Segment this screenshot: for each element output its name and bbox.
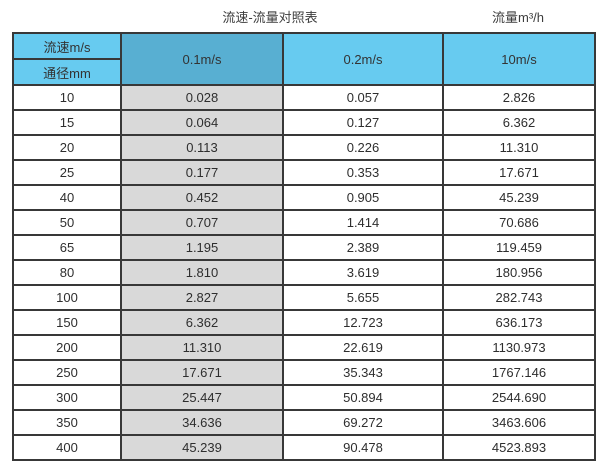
diameter-cell: 15: [12, 109, 122, 136]
flow-value-0.1ms-cell: 0.177: [120, 159, 284, 186]
flow-rate-table: 流速m/s 0.1m/s 0.2m/s 10m/s 通径mm 10 0.028 0.…: [12, 32, 596, 461]
flow-value-10ms-cell: 1130.973: [442, 334, 596, 361]
flow-value-0.1ms-cell: 0.113: [120, 134, 284, 161]
flow-value-0.2ms-cell: 12.723: [282, 309, 444, 336]
table-row: 300 25.447 50.894 2544.690: [12, 384, 596, 411]
flow-value-0.1ms-cell: 25.447: [120, 384, 284, 411]
diameter-cell: 200: [12, 334, 122, 361]
flow-value-10ms-cell: 180.956: [442, 259, 596, 286]
flow-value-0.2ms-cell: 0.905: [282, 184, 444, 211]
flow-value-0.2ms-cell: 1.414: [282, 209, 444, 236]
flow-value-0.1ms-cell: 0.064: [120, 109, 284, 136]
flow-value-0.1ms-cell: 17.671: [120, 359, 284, 386]
diameter-cell: 25: [12, 159, 122, 186]
diameter-cell: 80: [12, 259, 122, 286]
flow-value-10ms-cell: 1767.146: [442, 359, 596, 386]
velocity-header-0.1ms: 0.1m/s: [120, 32, 284, 86]
diameter-cell: 400: [12, 434, 122, 461]
table-row: 40 0.452 0.905 45.239: [12, 184, 596, 211]
flow-value-10ms-cell: 119.459: [442, 234, 596, 261]
flow-value-10ms-cell: 45.239: [442, 184, 596, 211]
flow-value-0.1ms-cell: 45.239: [120, 434, 284, 461]
velocity-header-0.2ms: 0.2m/s: [282, 32, 444, 86]
flow-value-0.2ms-cell: 2.389: [282, 234, 444, 261]
flow-value-10ms-cell: 70.686: [442, 209, 596, 236]
flow-value-0.1ms-cell: 0.028: [120, 84, 284, 111]
flow-value-0.2ms-cell: 0.057: [282, 84, 444, 111]
flow-value-0.1ms-cell: 6.362: [120, 309, 284, 336]
flow-value-0.2ms-cell: 5.655: [282, 284, 444, 311]
table-row: 25 0.177 0.353 17.671: [12, 159, 596, 186]
flow-value-0.1ms-cell: 11.310: [120, 334, 284, 361]
table-row: 65 1.195 2.389 119.459: [12, 234, 596, 261]
velocity-header-10ms: 10m/s: [442, 32, 596, 86]
table-row: 20 0.113 0.226 11.310: [12, 134, 596, 161]
diameter-cell: 65: [12, 234, 122, 261]
flow-value-0.2ms-cell: 3.619: [282, 259, 444, 286]
flow-value-0.2ms-cell: 0.353: [282, 159, 444, 186]
flow-value-10ms-cell: 2544.690: [442, 384, 596, 411]
diameter-cell: 350: [12, 409, 122, 436]
flow-value-10ms-cell: 6.362: [442, 109, 596, 136]
table-header: 流速m/s 0.1m/s 0.2m/s 10m/s 通径mm: [12, 32, 596, 86]
flow-value-10ms-cell: 4523.893: [442, 434, 596, 461]
flow-value-10ms-cell: 636.173: [442, 309, 596, 336]
table-row: 50 0.707 1.414 70.686: [12, 209, 596, 236]
table-row: 400 45.239 90.478 4523.893: [12, 434, 596, 461]
corner-velocity-label: 流速m/s: [12, 32, 122, 60]
flow-value-0.1ms-cell: 34.636: [120, 409, 284, 436]
table-row: 80 1.810 3.619 180.956: [12, 259, 596, 286]
header-row-top: 流速m/s 0.1m/s 0.2m/s 10m/s: [12, 32, 596, 86]
title-bar: 流速-流量对照表 流量m³/h: [0, 0, 600, 32]
flow-value-0.2ms-cell: 69.272: [282, 409, 444, 436]
table-row: 350 34.636 69.272 3463.606: [12, 409, 596, 436]
flow-value-0.2ms-cell: 35.343: [282, 359, 444, 386]
table-row: 15 0.064 0.127 6.362: [12, 109, 596, 136]
table-row: 200 11.310 22.619 1130.973: [12, 334, 596, 361]
diameter-cell: 20: [12, 134, 122, 161]
flow-value-0.1ms-cell: 1.810: [120, 259, 284, 286]
table-row: 100 2.827 5.655 282.743: [12, 284, 596, 311]
diameter-cell: 250: [12, 359, 122, 386]
diameter-cell: 300: [12, 384, 122, 411]
corner-diameter-label: 通径mm: [12, 58, 122, 86]
flow-value-10ms-cell: 282.743: [442, 284, 596, 311]
diameter-cell: 150: [12, 309, 122, 336]
diameter-cell: 50: [12, 209, 122, 236]
flow-value-10ms-cell: 17.671: [442, 159, 596, 186]
table-row: 250 17.671 35.343 1767.146: [12, 359, 596, 386]
flow-value-10ms-cell: 3463.606: [442, 409, 596, 436]
flow-value-0.2ms-cell: 0.127: [282, 109, 444, 136]
flow-value-0.1ms-cell: 2.827: [120, 284, 284, 311]
table-row: 10 0.028 0.057 2.826: [12, 84, 596, 111]
flow-value-0.2ms-cell: 50.894: [282, 384, 444, 411]
diameter-cell: 40: [12, 184, 122, 211]
flow-value-0.2ms-cell: 22.619: [282, 334, 444, 361]
flow-value-0.1ms-cell: 1.195: [120, 234, 284, 261]
flow-value-0.2ms-cell: 90.478: [282, 434, 444, 461]
flow-value-0.2ms-cell: 0.226: [282, 134, 444, 161]
table-title: 流速-流量对照表: [222, 10, 318, 25]
flow-value-10ms-cell: 2.826: [442, 84, 596, 111]
table-body: 10 0.028 0.057 2.826 15 0.064 0.127 6.362 20 0.11…: [12, 84, 596, 461]
header-row-bottom: 通径mm: [12, 58, 595, 86]
table-row: 150 6.362 12.723 636.173: [12, 309, 596, 336]
diameter-cell: 100: [12, 284, 122, 311]
diameter-cell: 10: [12, 84, 122, 111]
flow-value-0.1ms-cell: 0.707: [120, 209, 284, 236]
flow-unit-label: 流量m³/h: [491, 10, 545, 25]
flow-value-10ms-cell: 11.310: [442, 134, 596, 161]
flow-value-0.1ms-cell: 0.452: [120, 184, 284, 211]
